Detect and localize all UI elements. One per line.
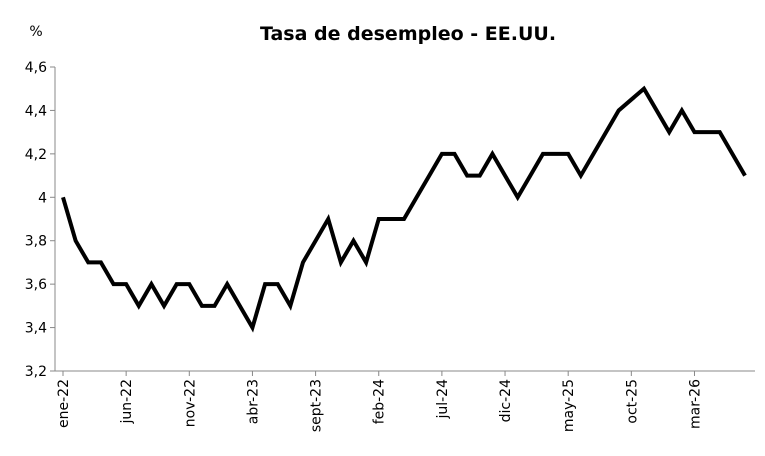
y-tick-label: 4,2 [25,147,47,163]
y-tick-label: 3,4 [25,321,47,337]
y-tick-label: 4 [38,190,47,206]
x-tick-label: jul-24 [435,379,451,420]
y-axis-label: % [29,24,42,40]
x-tick-label: nov-22 [182,379,198,427]
x-tick-label: abr-23 [245,379,261,424]
x-tick-label: sept-23 [309,379,325,432]
line-series [61,85,747,333]
x-tick-label: dic-24 [498,379,514,422]
chart-title: Tasa de desempleo - EE.UU. [260,23,556,45]
y-tick-label: 3,2 [25,364,47,380]
x-tick-label: mar-26 [687,379,703,429]
y-tick-label: 3,6 [25,277,47,293]
y-tick-label: 3,8 [25,234,47,250]
x-tick-label: may-25 [561,379,577,432]
x-tick-label: ene-22 [56,379,72,428]
x-tick-label: oct-25 [624,379,640,424]
y-tick-label: 4,4 [25,103,47,119]
x-tick-label: feb-24 [372,379,388,424]
x-tick-label: jun-22 [119,379,135,425]
y-tick-label: 4,6 [25,60,47,76]
